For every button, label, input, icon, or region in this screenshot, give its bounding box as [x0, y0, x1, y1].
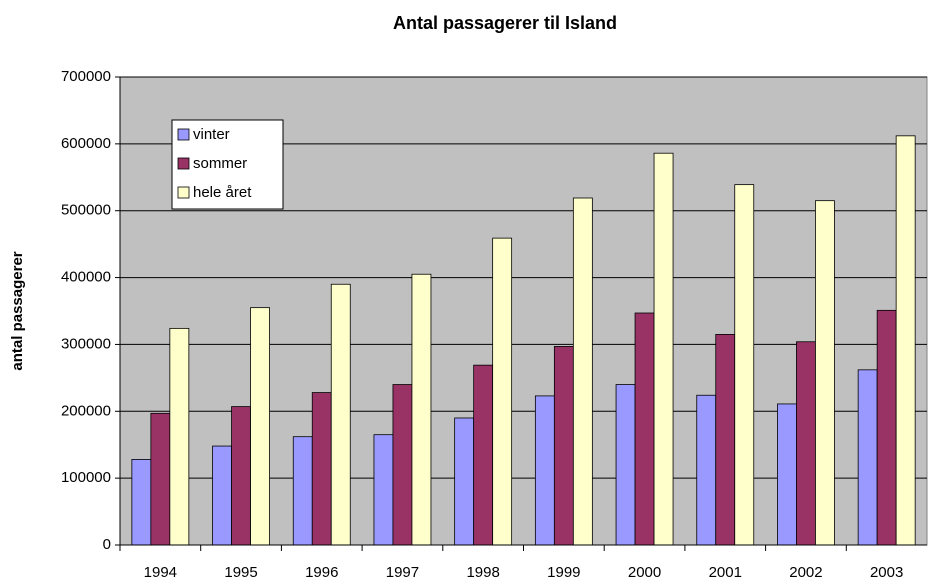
- x-tick-label: 2001: [709, 564, 742, 580]
- bar: [150, 412, 171, 546]
- bar: [634, 312, 655, 546]
- x-tick-label: 1997: [386, 564, 419, 580]
- y-tick-label: 300000: [61, 335, 111, 352]
- legend: [171, 119, 284, 210]
- bar: [392, 384, 413, 546]
- x-tick-label: 2003: [870, 564, 903, 580]
- legend-swatch: [177, 128, 190, 141]
- legend-label: vinter: [193, 126, 230, 143]
- bar: [373, 434, 394, 546]
- x-tick-label: 1994: [144, 564, 177, 580]
- bar: [250, 307, 270, 546]
- x-tick-label: 1999: [547, 564, 580, 580]
- x-tick-label: 1998: [466, 564, 499, 580]
- x-tick-label: 1996: [305, 564, 338, 580]
- legend-label: hele året: [193, 184, 252, 201]
- bar: [492, 237, 513, 546]
- bar: [895, 135, 916, 546]
- bar: [212, 445, 232, 546]
- x-tick-label: 1995: [224, 564, 257, 580]
- x-tick-label: 2000: [628, 564, 661, 580]
- y-axis-label: antal passagerer: [9, 251, 26, 370]
- y-tick-label: 500000: [61, 202, 111, 219]
- bar: [715, 333, 736, 546]
- legend-swatch: [177, 157, 190, 170]
- bar: [857, 369, 878, 546]
- legend-label: sommer: [193, 155, 247, 172]
- bar: [169, 327, 190, 546]
- bar: [876, 309, 897, 546]
- bar: [553, 346, 574, 546]
- bar: [696, 394, 717, 546]
- bar: [653, 152, 674, 546]
- y-tick-label: 400000: [61, 269, 111, 286]
- bar: [734, 184, 755, 546]
- bar: [231, 406, 251, 546]
- chart-title: Antal passagerer til Island: [393, 13, 617, 33]
- bar: [572, 197, 593, 546]
- bar: [534, 395, 555, 546]
- y-tick-label: 600000: [61, 135, 111, 152]
- x-tick-label: 2002: [789, 564, 822, 580]
- bar: [615, 384, 636, 546]
- bar: [454, 417, 475, 546]
- bar: [796, 341, 816, 546]
- bar: [330, 283, 351, 546]
- bar: [411, 273, 432, 546]
- y-tick-label: 200000: [61, 402, 111, 419]
- bar: [815, 200, 835, 546]
- y-tick-label: 0: [103, 536, 111, 553]
- legend-swatch: [177, 186, 190, 199]
- bar: [311, 392, 332, 546]
- y-tick-label: 700000: [61, 68, 111, 85]
- bar: [131, 459, 152, 546]
- bar: [777, 403, 797, 546]
- y-tick-label: 100000: [61, 469, 111, 486]
- bar: [292, 436, 313, 546]
- bar: [473, 364, 494, 546]
